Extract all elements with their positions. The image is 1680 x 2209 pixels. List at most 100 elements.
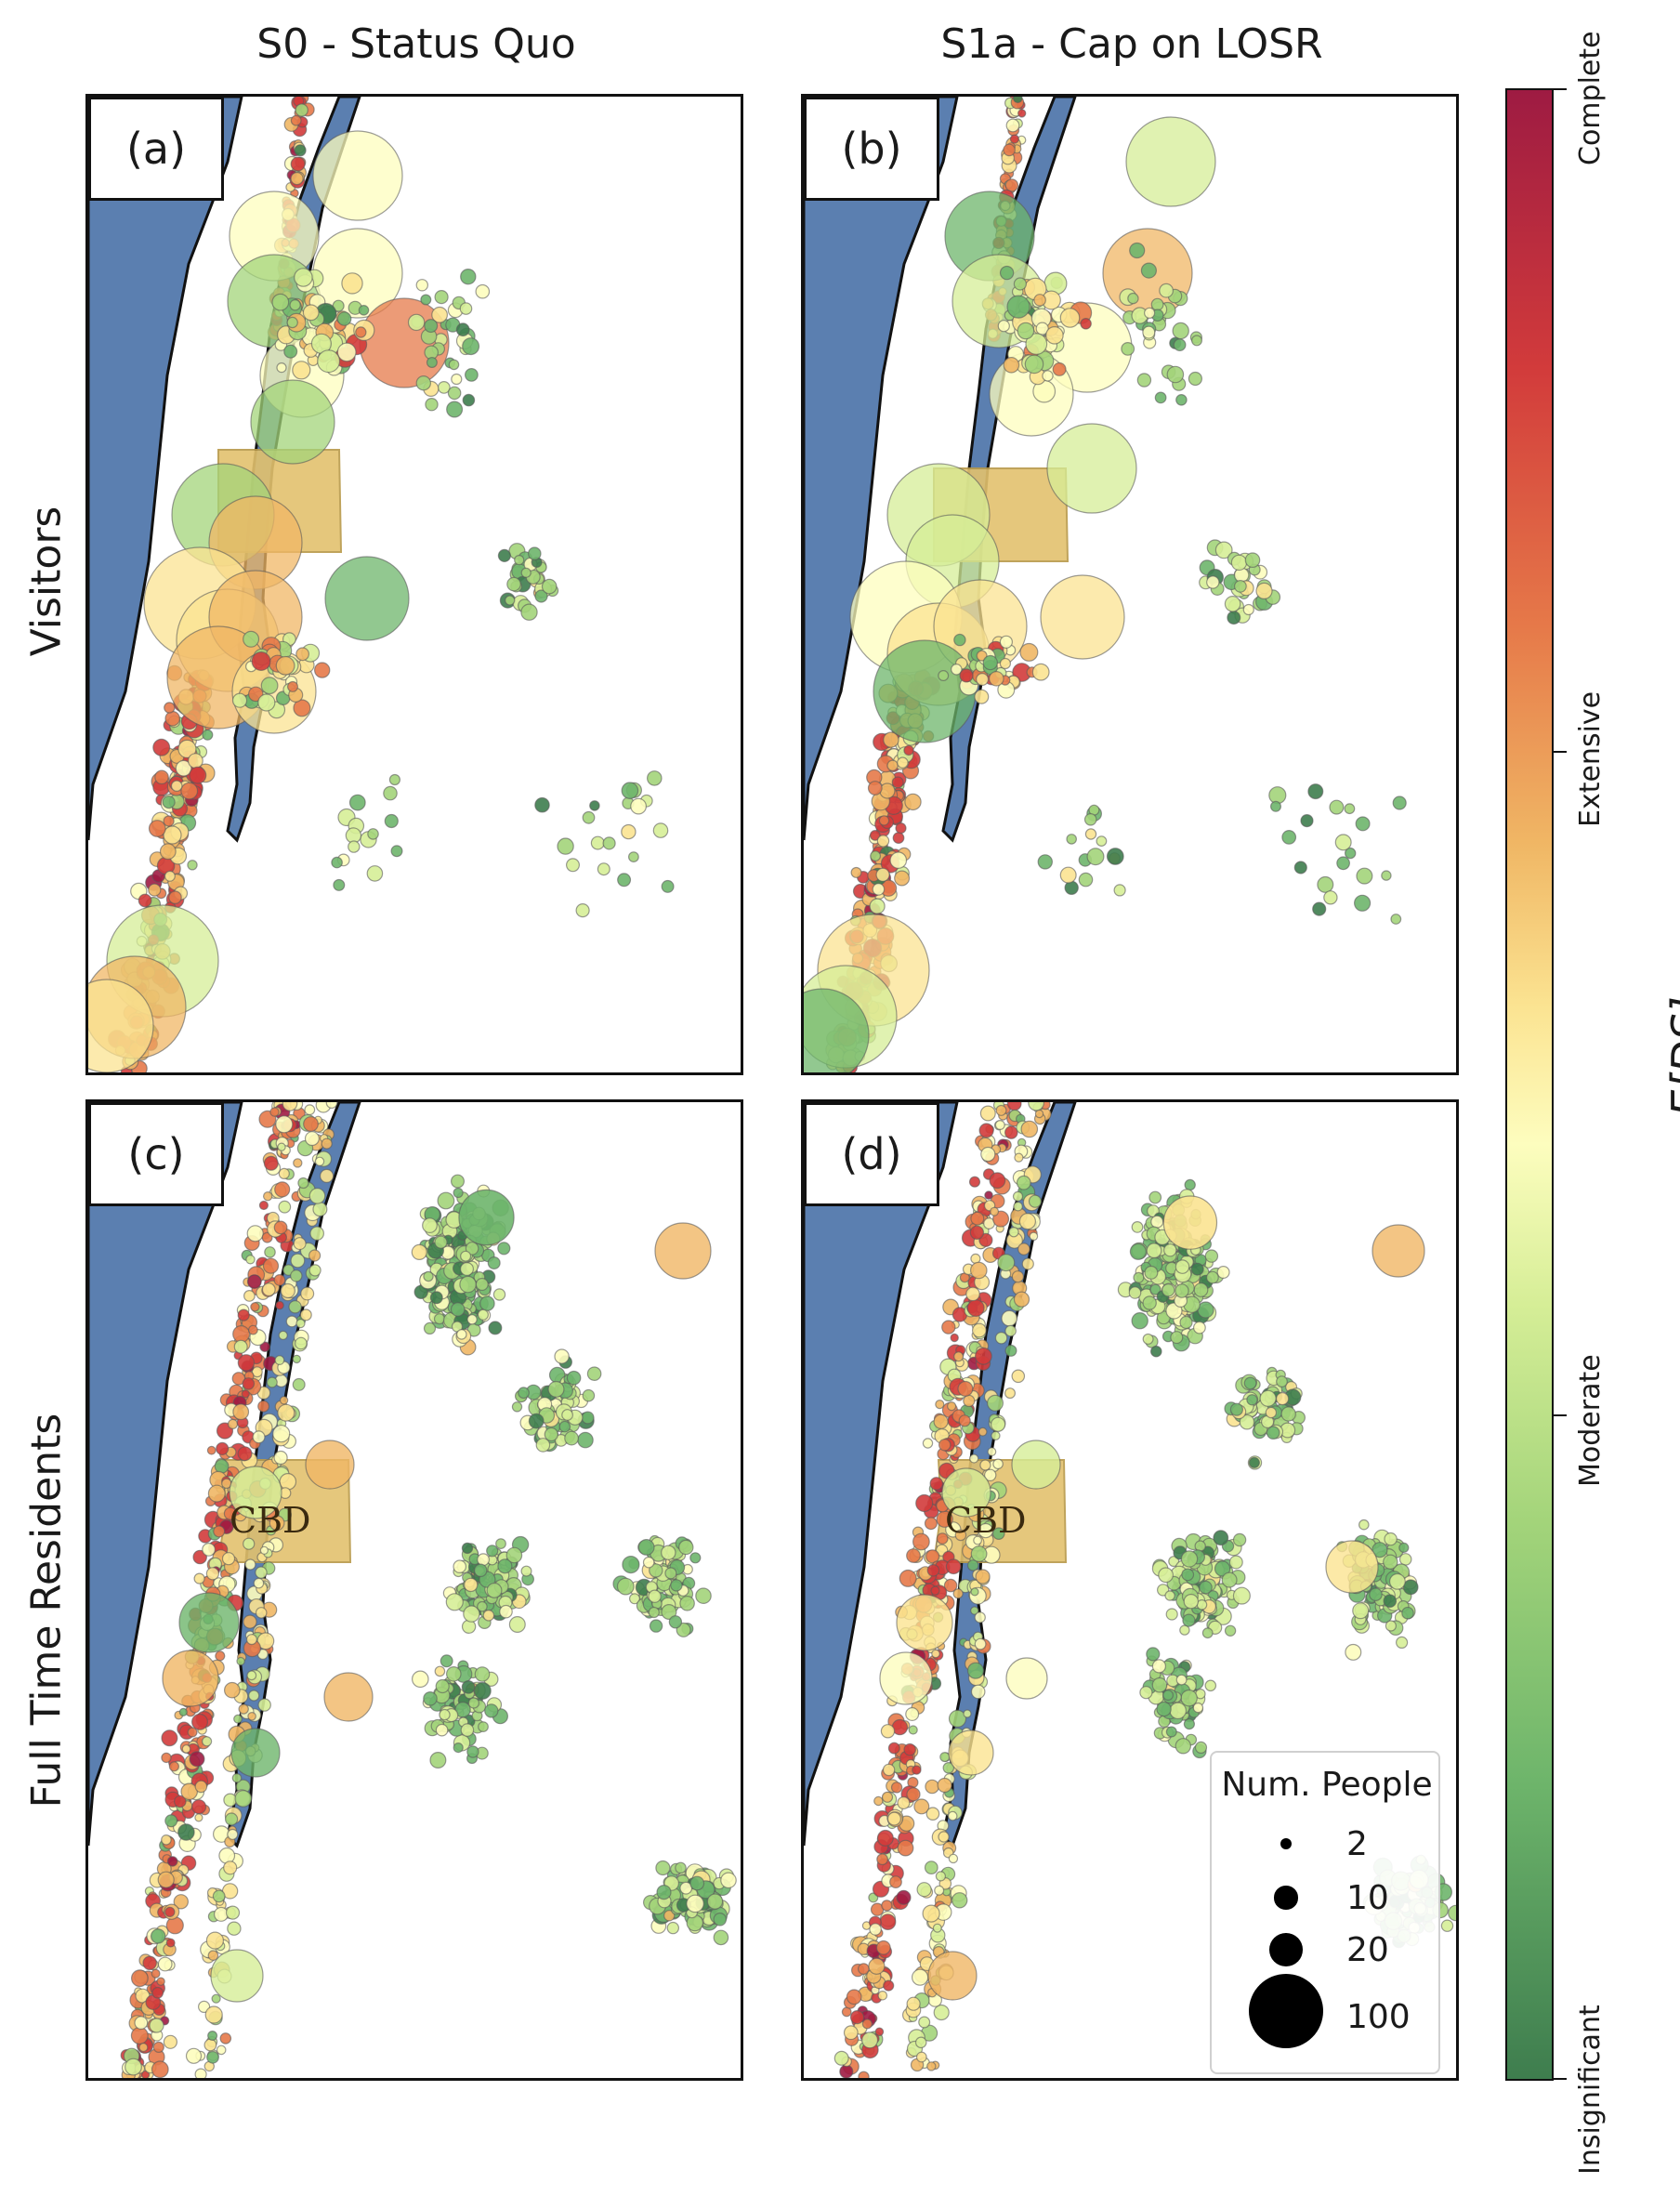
building-point xyxy=(275,655,295,676)
building-point xyxy=(1358,1519,1370,1531)
legend-label: 2 xyxy=(1346,1825,1368,1863)
building-point xyxy=(499,1604,513,1619)
building-point xyxy=(237,1354,256,1372)
building-point xyxy=(1352,1602,1370,1620)
building-point xyxy=(466,1314,478,1325)
building-point xyxy=(1356,867,1373,885)
building-point xyxy=(313,662,331,678)
building-point xyxy=(333,878,346,891)
building-point xyxy=(689,1552,702,1564)
building-point xyxy=(897,756,909,769)
building-point xyxy=(434,1665,446,1677)
building-point xyxy=(999,265,1015,281)
building-point xyxy=(289,298,301,311)
building-point xyxy=(407,313,426,332)
building-point xyxy=(883,1979,895,1992)
building-point xyxy=(429,1751,447,1769)
building-point xyxy=(341,272,363,295)
building-point xyxy=(1005,1657,1048,1700)
building-point xyxy=(1448,1904,1456,1922)
building-point xyxy=(305,1440,355,1490)
building-point xyxy=(1280,1406,1296,1422)
building-point xyxy=(904,793,922,811)
building-point xyxy=(455,1329,467,1340)
building-point xyxy=(1013,277,1027,291)
building-point xyxy=(649,1619,663,1633)
building-point xyxy=(245,1634,257,1646)
building-point xyxy=(1172,322,1189,340)
building-point xyxy=(1011,1270,1024,1283)
building-point xyxy=(1175,393,1188,406)
building-point xyxy=(312,1202,328,1217)
building-point xyxy=(1140,262,1157,279)
building-point xyxy=(843,2025,859,2041)
building-point xyxy=(655,1860,671,1876)
building-point xyxy=(925,1807,940,1821)
building-point xyxy=(460,268,477,285)
cbd-label-c: CBD xyxy=(230,1500,311,1541)
building-point xyxy=(566,1370,582,1386)
building-point xyxy=(1345,847,1357,860)
map-canvas-a xyxy=(88,97,675,1072)
building-point xyxy=(304,1104,316,1116)
building-point xyxy=(1239,1413,1255,1430)
building-point xyxy=(966,1299,985,1318)
building-point xyxy=(970,1587,979,1597)
building-point xyxy=(187,1727,198,1738)
building-point xyxy=(911,1968,929,1986)
building-point xyxy=(1175,1738,1191,1755)
building-point xyxy=(906,1548,921,1563)
building-point xyxy=(159,843,177,861)
building-point xyxy=(455,322,470,337)
map-panel-a: (a) xyxy=(85,94,743,1075)
building-point xyxy=(925,1549,940,1564)
building-point xyxy=(451,1174,466,1189)
building-point xyxy=(447,386,462,401)
building-point xyxy=(1229,1402,1243,1416)
building-point xyxy=(850,866,862,878)
building-point xyxy=(331,856,343,869)
size-legend: Num. People 2 10 20 100 xyxy=(1210,1751,1440,2074)
building-point xyxy=(148,883,162,897)
building-point xyxy=(152,2041,164,2054)
building-point xyxy=(165,1938,176,1948)
building-point xyxy=(936,1532,949,1545)
building-point xyxy=(1234,580,1247,593)
building-point xyxy=(661,879,675,893)
building-point xyxy=(277,1142,286,1151)
building-point xyxy=(261,1282,276,1297)
building-point xyxy=(978,1522,993,1539)
building-point xyxy=(212,1889,226,1903)
building-point xyxy=(459,302,473,315)
building-point xyxy=(992,1527,1005,1540)
building-point xyxy=(1184,1178,1196,1191)
building-point xyxy=(1192,1702,1204,1714)
colorbar-label-insignificant: Insignificant xyxy=(1574,2005,1607,2175)
building-point xyxy=(138,893,152,908)
building-point xyxy=(460,1723,475,1737)
building-point xyxy=(242,1377,256,1390)
building-point xyxy=(1014,1152,1024,1163)
building-point xyxy=(1059,866,1077,884)
building-point xyxy=(1344,803,1356,815)
building-point xyxy=(869,898,886,914)
legend-dot xyxy=(1280,1838,1292,1849)
building-point xyxy=(463,1605,480,1623)
building-point xyxy=(896,1594,953,1651)
building-point xyxy=(582,810,596,824)
building-point xyxy=(969,1225,985,1240)
building-point xyxy=(1232,1532,1247,1547)
building-point xyxy=(1276,1375,1288,1388)
building-point xyxy=(255,1566,268,1579)
building-point xyxy=(280,1282,295,1299)
building-point xyxy=(870,850,881,861)
building-point xyxy=(236,1656,245,1666)
building-point xyxy=(202,1543,217,1557)
building-point xyxy=(247,1324,258,1335)
building-point xyxy=(534,796,550,813)
building-point xyxy=(1017,322,1035,340)
building-point xyxy=(246,1225,264,1243)
building-point xyxy=(299,1308,312,1321)
building-point xyxy=(892,832,905,844)
building-point xyxy=(243,1537,256,1550)
